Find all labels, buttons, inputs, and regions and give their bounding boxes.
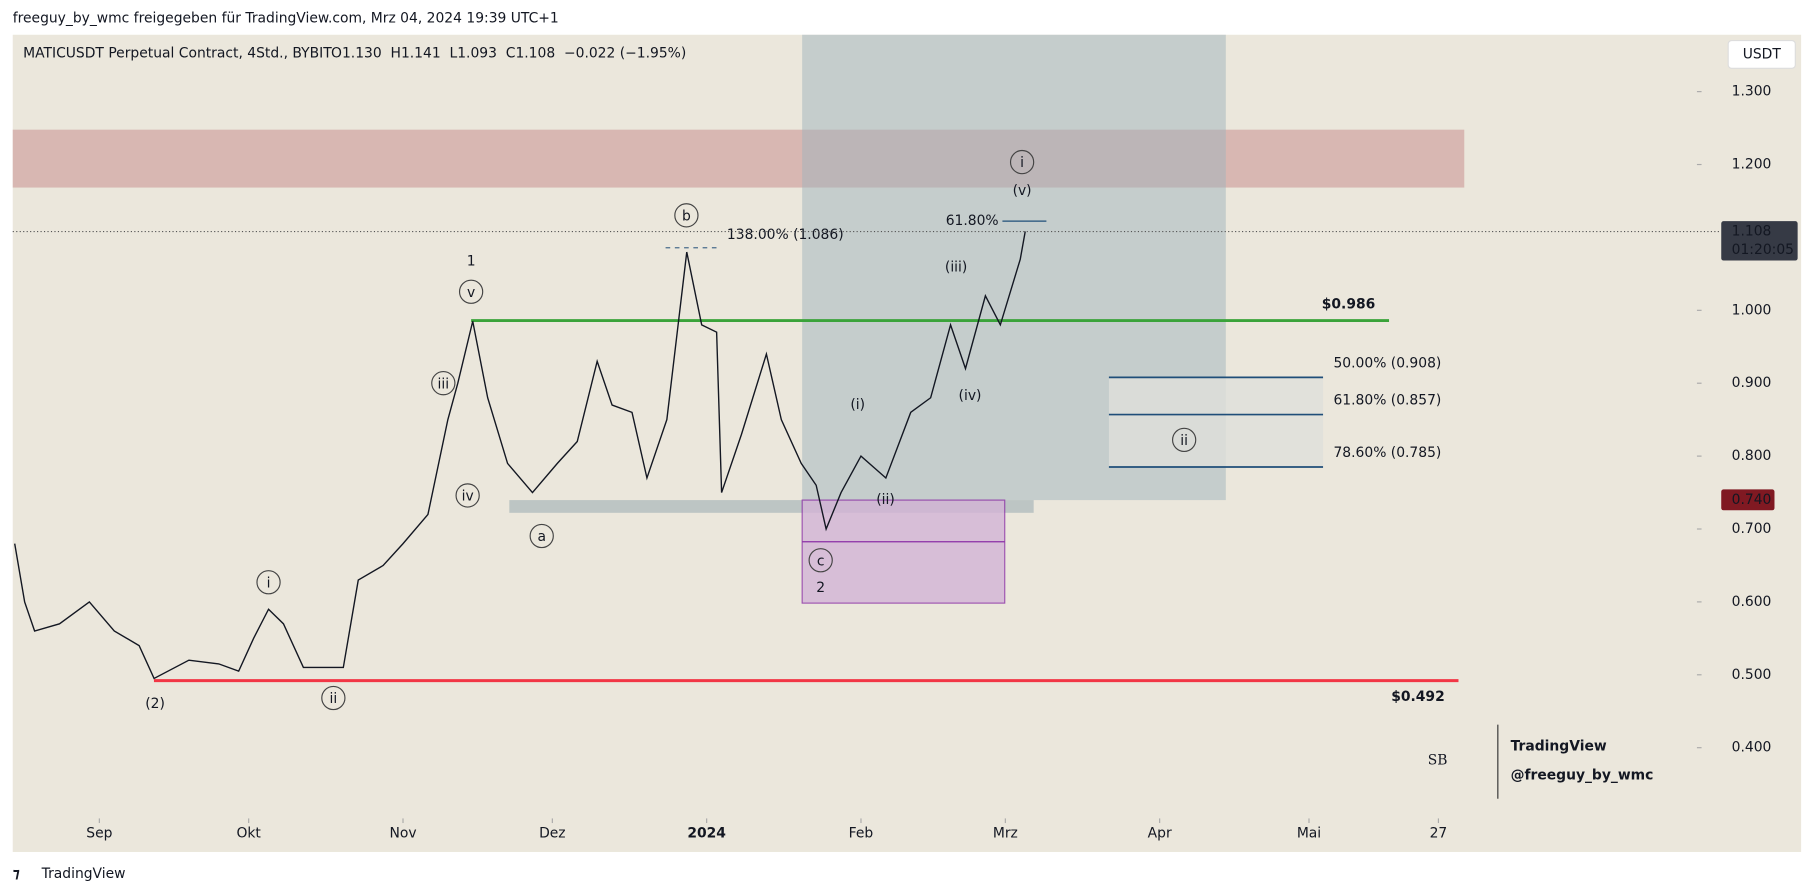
y-tick-label: 0.500: [1732, 667, 1772, 683]
watermark-logo: SB: [1428, 753, 1448, 769]
symbol: MATICUSDT Perpetual Contract, 4Std., BYB…: [23, 45, 332, 61]
wave-circle: [458, 279, 484, 304]
wave-circle: [455, 483, 480, 508]
x-tick-label: Feb: [849, 825, 874, 841]
wave-circle: [808, 548, 833, 573]
last-price: 1.108: [1732, 224, 1772, 240]
marker-price-box: [1721, 489, 1775, 511]
y-tick-label: 1.300: [1732, 84, 1772, 100]
wave-circle: [674, 203, 699, 228]
wave-label: (2): [145, 696, 165, 712]
fib-note: 61.80%: [946, 213, 999, 229]
fib-note: 138.00% (1.086): [727, 227, 844, 243]
last-price-box: [1721, 221, 1798, 261]
wave-label: iv: [462, 489, 474, 505]
wave-label: (v): [1013, 183, 1032, 199]
x-tick-label: Apr: [1148, 825, 1172, 841]
wave-circle: [1171, 427, 1197, 453]
y-tick-label: 0.400: [1732, 740, 1772, 756]
x-tick-label: Mai: [1297, 825, 1321, 841]
x-tick-label: Okt: [236, 825, 261, 841]
wave-label: i: [1020, 155, 1024, 171]
resistance-zone: [12, 129, 1465, 188]
x-tick-label: 2024: [687, 825, 726, 841]
fib-label: 78.60% (0.785): [1333, 445, 1441, 461]
x-tick-label: Nov: [389, 825, 416, 841]
wave-label: 1: [467, 254, 476, 270]
y-tick-label: 1.000: [1732, 302, 1772, 318]
wave-label: ii: [1180, 433, 1188, 449]
x-tick-label: Dez: [539, 825, 566, 841]
x-tick-label: Mrz: [993, 825, 1018, 841]
wave-label: ii: [330, 691, 338, 707]
fib-box: [1108, 377, 1324, 468]
wave-circle: [321, 685, 346, 711]
watermark-name: TradingView: [1511, 739, 1607, 755]
fib-label: 61.80% (0.857): [1333, 393, 1441, 409]
currency[interactable]: USDT: [1743, 46, 1782, 62]
marker-price: 0.740: [1732, 492, 1772, 508]
wave-circle: [529, 523, 554, 549]
footer-logo: ⁊: [13, 866, 20, 882]
wave-label: (iv): [959, 388, 982, 404]
x-tick-label: Sep: [86, 825, 112, 841]
wave-label: i: [267, 575, 271, 591]
wave-circle: [431, 371, 456, 396]
y-tick-label: 1.200: [1732, 157, 1772, 173]
wave-label: c: [817, 553, 825, 569]
wave-label: (iii): [945, 259, 967, 275]
wave-label: (i): [850, 397, 865, 413]
ohlc: O1.130 H1.141 L1.093 C1.108 −0.022 (−1.9…: [331, 45, 686, 61]
wave-label: iii: [438, 376, 450, 392]
level-label: $0.492: [1391, 689, 1445, 705]
wave-label: a: [537, 529, 546, 545]
wave-label: b: [682, 208, 691, 224]
wave-label: v: [467, 285, 475, 301]
footer: TradingView: [41, 866, 126, 882]
header: freeguy_by_wmc freigegeben für TradingVi…: [13, 11, 559, 27]
wave-circle: [1009, 149, 1035, 175]
target-box: [801, 499, 1006, 604]
countdown: 01:20:05: [1732, 242, 1794, 258]
wave-circle: [256, 570, 281, 595]
wave-label: 2: [816, 580, 825, 596]
currency-button[interactable]: [1727, 39, 1796, 69]
y-tick-label: 0.600: [1732, 594, 1772, 610]
fib-label: 50.00% (0.908): [1333, 355, 1441, 371]
watermark-handle: @freeguy_by_wmc: [1511, 768, 1654, 784]
y-tick-label: 0.800: [1732, 448, 1772, 464]
price-line: [14, 231, 1026, 680]
y-tick-label: 0.900: [1732, 375, 1772, 391]
x-tick-label: 27: [1430, 825, 1448, 841]
wave-label: (ii): [876, 492, 895, 508]
level-label: $0.986: [1322, 296, 1376, 312]
y-tick-label: 0.700: [1732, 521, 1772, 537]
